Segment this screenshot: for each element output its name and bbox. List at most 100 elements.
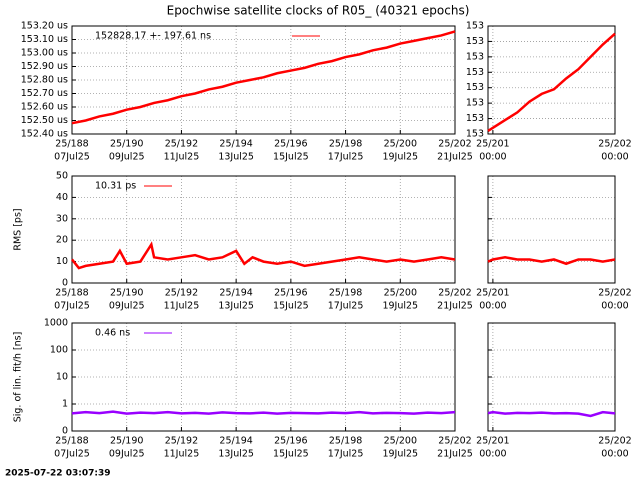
y-tick-label: 153 xyxy=(466,113,484,124)
y-tick-label: 152.60 us xyxy=(21,102,68,113)
x-tick-label: 25/202 xyxy=(438,436,471,447)
series-line xyxy=(71,30,456,125)
y-tick-label: 1000 xyxy=(44,318,68,329)
y-tick-label: 50 xyxy=(56,171,68,182)
x-tick-sublabel: 13Jul25 xyxy=(218,449,254,460)
x-tick-sublabel: 00:00 xyxy=(601,449,628,460)
x-tick-label: 25/200 xyxy=(384,436,417,447)
x-tick-label: 25/190 xyxy=(110,288,143,299)
y-tick-label: 40 xyxy=(56,192,68,203)
x-tick-sublabel: 07Jul25 xyxy=(54,152,90,163)
x-tick-label: 25/196 xyxy=(274,436,307,447)
x-tick-sublabel: 09Jul25 xyxy=(109,449,145,460)
x-tick-sublabel: 00:00 xyxy=(479,152,506,163)
x-tick-label: 25/198 xyxy=(329,288,362,299)
y-tick-label: 153 xyxy=(466,82,484,93)
x-tick-sublabel: 19Jul25 xyxy=(382,152,418,163)
y-axis-label: Sig. of lin. fit/h [ns] xyxy=(13,332,24,423)
x-tick-label: 25/188 xyxy=(55,139,88,150)
plot-frame xyxy=(487,25,616,135)
x-tick-label: 25/202 xyxy=(598,288,631,299)
x-tick-label: 25/201 xyxy=(476,436,509,447)
y-tick-label: 153 xyxy=(466,98,484,109)
y-tick-label: 153 xyxy=(466,36,484,47)
x-tick-sublabel: 00:00 xyxy=(601,152,628,163)
y-tick-label: 153 xyxy=(466,21,484,32)
plot-frame xyxy=(487,322,616,432)
x-tick-sublabel: 21Jul25 xyxy=(437,449,473,460)
plot-frame xyxy=(71,25,456,135)
x-tick-sublabel: 09Jul25 xyxy=(109,152,145,163)
series-line xyxy=(487,32,616,132)
y-tick-label: 153.20 us xyxy=(21,21,68,32)
x-tick-label: 25/192 xyxy=(165,139,198,150)
y-tick-label: 153.00 us xyxy=(21,48,68,59)
timestamp: 2025-07-22 03:07:39 xyxy=(5,469,110,479)
x-tick-label: 25/200 xyxy=(384,288,417,299)
x-tick-label: 25/196 xyxy=(274,139,307,150)
chart-title: Epochwise satellite clocks of R05_ (4032… xyxy=(167,4,470,18)
x-tick-label: 25/200 xyxy=(384,139,417,150)
x-tick-label: 25/202 xyxy=(438,139,471,150)
series-line xyxy=(71,410,456,415)
x-tick-label: 25/202 xyxy=(598,436,631,447)
y-tick-label: 100 xyxy=(50,345,68,356)
x-tick-sublabel: 00:00 xyxy=(479,449,506,460)
x-tick-sublabel: 15Jul25 xyxy=(273,449,309,460)
x-tick-label: 25/198 xyxy=(329,139,362,150)
x-tick-sublabel: 13Jul25 xyxy=(218,152,254,163)
x-tick-sublabel: 07Jul25 xyxy=(54,449,90,460)
x-tick-label: 25/194 xyxy=(219,139,252,150)
y-tick-label: 30 xyxy=(56,213,68,224)
x-tick-label: 25/202 xyxy=(438,288,471,299)
x-tick-label: 25/196 xyxy=(274,288,307,299)
legend-label: 10.31 ps xyxy=(95,181,136,192)
y-tick-label: 1 xyxy=(62,399,68,410)
x-tick-label: 25/201 xyxy=(476,288,509,299)
x-tick-label: 25/194 xyxy=(219,436,252,447)
legend-label: 0.46 ns xyxy=(95,328,130,339)
plot-frame xyxy=(487,175,616,284)
y-tick-label: 152.50 us xyxy=(21,115,68,126)
y-tick-label: 0 xyxy=(62,426,68,437)
y-tick-label: 152.70 us xyxy=(21,88,68,99)
x-tick-sublabel: 00:00 xyxy=(601,301,628,312)
x-tick-label: 25/202 xyxy=(598,139,631,150)
x-tick-label: 25/192 xyxy=(165,288,198,299)
x-tick-label: 25/198 xyxy=(329,436,362,447)
series-line xyxy=(487,410,616,418)
y-tick-label: 0 xyxy=(62,278,68,289)
x-tick-sublabel: 21Jul25 xyxy=(437,152,473,163)
x-tick-sublabel: 15Jul25 xyxy=(273,152,309,163)
x-tick-label: 25/188 xyxy=(55,436,88,447)
series-line xyxy=(71,241,456,270)
plot-frame xyxy=(71,322,456,432)
x-tick-sublabel: 09Jul25 xyxy=(109,301,145,312)
y-tick-label: 152.40 us xyxy=(21,129,68,140)
x-tick-label: 25/194 xyxy=(219,288,252,299)
x-tick-label: 25/192 xyxy=(165,436,198,447)
series-line xyxy=(487,256,616,266)
x-tick-sublabel: 21Jul25 xyxy=(437,301,473,312)
x-tick-sublabel: 17Jul25 xyxy=(328,152,364,163)
x-tick-sublabel: 17Jul25 xyxy=(328,301,364,312)
y-tick-label: 20 xyxy=(56,235,68,246)
x-tick-sublabel: 11Jul25 xyxy=(164,449,200,460)
x-tick-sublabel: 11Jul25 xyxy=(164,152,200,163)
x-tick-sublabel: 00:00 xyxy=(479,301,506,312)
y-tick-label: 153 xyxy=(466,51,484,62)
plot-frame xyxy=(71,175,456,284)
legend-label: 152828.17 +- 197.61 ns xyxy=(95,31,211,42)
x-tick-label: 25/188 xyxy=(55,288,88,299)
x-tick-label: 25/190 xyxy=(110,436,143,447)
x-tick-sublabel: 11Jul25 xyxy=(164,301,200,312)
y-tick-label: 153.10 us xyxy=(21,34,68,45)
y-axis-label: RMS [ps] xyxy=(13,208,24,250)
x-tick-sublabel: 17Jul25 xyxy=(328,449,364,460)
x-tick-sublabel: 19Jul25 xyxy=(382,301,418,312)
x-tick-label: 25/201 xyxy=(476,139,509,150)
y-tick-label: 153 xyxy=(466,67,484,78)
y-tick-label: 152.90 us xyxy=(21,61,68,72)
x-tick-label: 25/190 xyxy=(110,139,143,150)
